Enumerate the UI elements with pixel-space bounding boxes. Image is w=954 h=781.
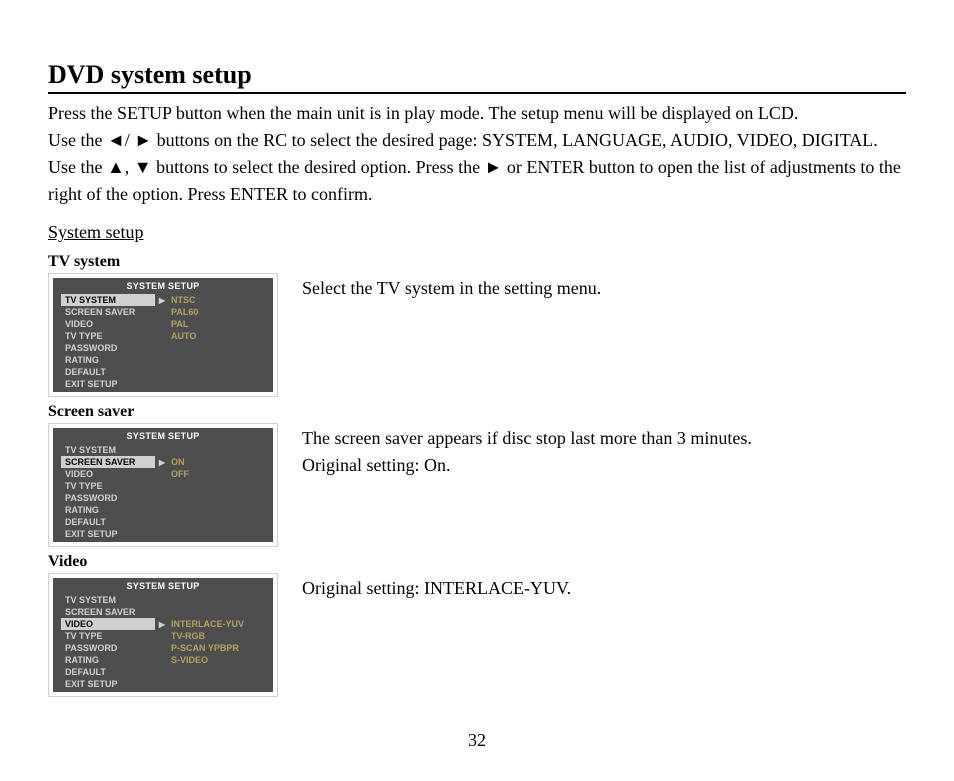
- menu-header: SYSTEM SETUP: [53, 428, 273, 444]
- item-description: Original setting: INTERLACE-YUV.: [302, 573, 571, 602]
- menu-left-item: VIDEO: [61, 618, 155, 630]
- item-description: Select the TV system in the setting menu…: [302, 273, 601, 302]
- menu-right-value: ON: [169, 457, 273, 467]
- chevron-right-icon: ▶: [155, 458, 169, 467]
- menu-row: SCREEN SAVER PAL60: [53, 306, 273, 318]
- menu-right-value: TV-RGB: [169, 631, 273, 641]
- menu-left-item: EXIT SETUP: [61, 528, 155, 540]
- page-title: DVD system setup: [48, 60, 906, 90]
- menu-row: PASSWORD: [53, 342, 273, 354]
- menu-left-item: TV TYPE: [61, 480, 155, 492]
- menu-left-item: DEFAULT: [61, 516, 155, 528]
- menu-right-value: INTERLACE-YUV: [169, 619, 273, 629]
- item-row: SYSTEM SETUPTV SYSTEMSCREEN SAVERVIDEO▶I…: [48, 573, 906, 697]
- description-line: Original setting: On.: [302, 452, 752, 479]
- menu-left-item: EXIT SETUP: [61, 678, 155, 690]
- title-rule: [48, 92, 906, 94]
- menu-left-item: PASSWORD: [61, 642, 155, 654]
- page-number: 32: [0, 730, 954, 751]
- menu-right-value: P-SCAN YPBPR: [169, 643, 273, 653]
- menu-right-value: OFF: [169, 469, 273, 479]
- menu-row: DEFAULT: [53, 516, 273, 528]
- menu-header: SYSTEM SETUP: [53, 578, 273, 594]
- menu-row: SCREEN SAVER▶ON: [53, 456, 273, 468]
- menu-row: EXIT SETUP: [53, 678, 273, 690]
- menu-left-item: PASSWORD: [61, 492, 155, 504]
- menu-row: VIDEO PAL: [53, 318, 273, 330]
- item-label: Screen saver: [48, 403, 906, 421]
- description-line: The screen saver appears if disc stop la…: [302, 425, 752, 452]
- menu-left-item: VIDEO: [61, 318, 155, 330]
- menu-left-item: TV TYPE: [61, 330, 155, 342]
- menu-screenshot: SYSTEM SETUPTV SYSTEMSCREEN SAVERVIDEO▶I…: [48, 573, 278, 697]
- menu-left-item: TV SYSTEM: [61, 294, 155, 306]
- menu-row: TV SYSTEM: [53, 444, 273, 456]
- item-label: TV system: [48, 253, 906, 271]
- intro-line: Use the ◄/ ► buttons on the RC to select…: [48, 127, 906, 154]
- menu-left-item: RATING: [61, 354, 155, 366]
- menu-right-value: S-VIDEO: [169, 655, 273, 665]
- menu-left-item: DEFAULT: [61, 666, 155, 678]
- item-label: Video: [48, 553, 906, 571]
- menu-screenshot: SYSTEM SETUPTV SYSTEMSCREEN SAVER▶ONVIDE…: [48, 423, 278, 547]
- menu-row: TV TYPE: [53, 480, 273, 492]
- intro-line: Use the ▲, ▼ buttons to select the desir…: [48, 154, 906, 208]
- menu-row: TV SYSTEM: [53, 594, 273, 606]
- menu-row: RATING S-VIDEO: [53, 654, 273, 666]
- menu-left-item: VIDEO: [61, 468, 155, 480]
- menu-row: TV SYSTEM▶NTSC: [53, 294, 273, 306]
- menu-right-value: PAL60: [169, 307, 273, 317]
- menu-left-item: RATING: [61, 504, 155, 516]
- menu-row: VIDEO OFF: [53, 468, 273, 480]
- menu-row: RATING: [53, 504, 273, 516]
- menu-row: PASSWORD: [53, 492, 273, 504]
- menu-left-item: EXIT SETUP: [61, 378, 155, 390]
- menu-row: TV TYPE AUTO: [53, 330, 273, 342]
- item-row: SYSTEM SETUPTV SYSTEM▶NTSCSCREEN SAVERPA…: [48, 273, 906, 397]
- menu-right-value: PAL: [169, 319, 273, 329]
- menu-left-item: TV SYSTEM: [61, 444, 155, 456]
- menu-row: EXIT SETUP: [53, 528, 273, 540]
- description-line: Select the TV system in the setting menu…: [302, 275, 601, 302]
- menu-right-value: NTSC: [169, 295, 273, 305]
- menu-right-value: AUTO: [169, 331, 273, 341]
- menu-screenshot: SYSTEM SETUPTV SYSTEM▶NTSCSCREEN SAVERPA…: [48, 273, 278, 397]
- item-description: The screen saver appears if disc stop la…: [302, 423, 752, 479]
- menu-row: DEFAULT: [53, 366, 273, 378]
- menu-left-item: SCREEN SAVER: [61, 456, 155, 468]
- intro-text: Press the SETUP button when the main uni…: [48, 100, 906, 208]
- menu-row: DEFAULT: [53, 666, 273, 678]
- menu-left-item: PASSWORD: [61, 342, 155, 354]
- menu-row: VIDEO▶INTERLACE-YUV: [53, 618, 273, 630]
- chevron-right-icon: ▶: [155, 620, 169, 629]
- section-subtitle: System setup: [48, 222, 906, 243]
- menu-row: EXIT SETUP: [53, 378, 273, 390]
- description-line: Original setting: INTERLACE-YUV.: [302, 575, 571, 602]
- menu-left-item: SCREEN SAVER: [61, 306, 155, 318]
- menu-left-item: SCREEN SAVER: [61, 606, 155, 618]
- menu-left-item: TV SYSTEM: [61, 594, 155, 606]
- menu-left-item: DEFAULT: [61, 366, 155, 378]
- chevron-right-icon: ▶: [155, 296, 169, 305]
- menu-left-item: TV TYPE: [61, 630, 155, 642]
- menu-row: RATING: [53, 354, 273, 366]
- menu-row: SCREEN SAVER: [53, 606, 273, 618]
- menu-row: PASSWORD P-SCAN YPBPR: [53, 642, 273, 654]
- intro-line: Press the SETUP button when the main uni…: [48, 100, 906, 127]
- item-row: SYSTEM SETUPTV SYSTEMSCREEN SAVER▶ONVIDE…: [48, 423, 906, 547]
- menu-row: TV TYPE TV-RGB: [53, 630, 273, 642]
- menu-left-item: RATING: [61, 654, 155, 666]
- menu-header: SYSTEM SETUP: [53, 278, 273, 294]
